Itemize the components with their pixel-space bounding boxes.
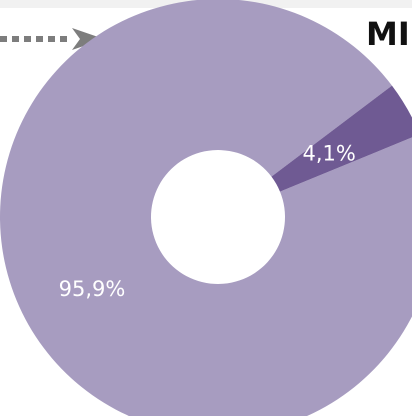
dotted-arrow-icon <box>0 28 104 50</box>
donut-slice-1 <box>271 85 412 192</box>
slice-label-0: 95,9% <box>59 277 126 301</box>
slice-label-1: 4,1% <box>303 142 356 166</box>
slice-labels: 95,9% 4,1% <box>59 142 356 301</box>
chart-title: MI <box>366 15 410 53</box>
